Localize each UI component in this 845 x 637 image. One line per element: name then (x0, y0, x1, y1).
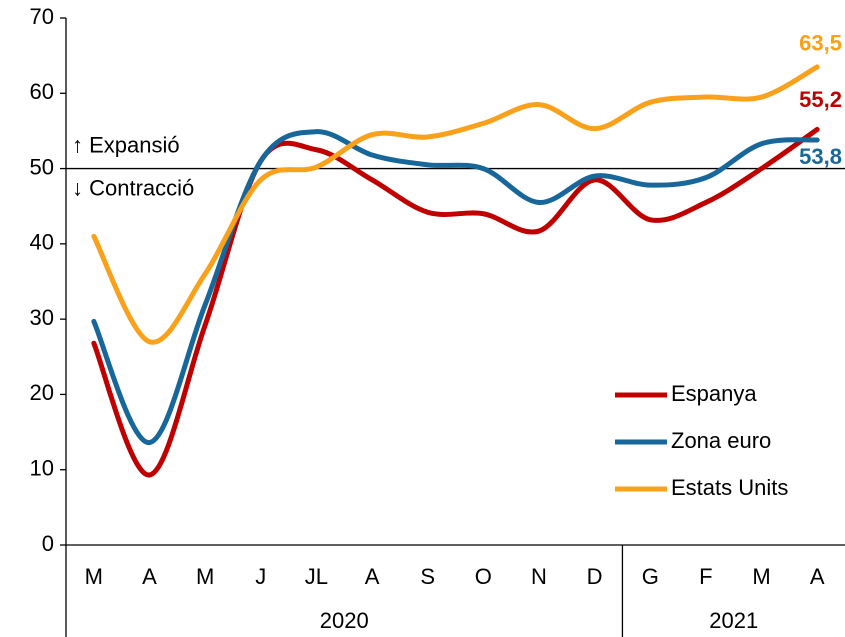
line (91, 126, 820, 478)
x-tick-label: F (699, 564, 712, 589)
group-label: 2021 (709, 608, 758, 633)
x-tick-label: N (531, 564, 547, 589)
x-tick-label: O (475, 564, 492, 589)
x-tick-label: JL (305, 564, 328, 589)
line (91, 129, 820, 446)
y-tick-label: 10 (30, 456, 54, 481)
x-tick-label: M (752, 564, 770, 589)
legend-label: Zona euro (671, 428, 771, 453)
x-tick-label: A (810, 564, 825, 589)
reference-label: ↑ Expansió (72, 132, 180, 157)
line (91, 64, 820, 345)
x-tick-label: J (255, 564, 266, 589)
data-label: 63,5 (799, 31, 842, 56)
x-tick-label: M (196, 564, 214, 589)
data-label: 55,2 (799, 87, 842, 112)
x-tick-label: D (587, 564, 603, 589)
y-tick-label: 0 (42, 531, 54, 556)
group-label: 2020 (320, 608, 369, 633)
x-tick-label: A (142, 564, 157, 589)
y-tick-label: 20 (30, 380, 54, 405)
y-tick-label: 70 (30, 4, 54, 29)
x-tick-label: A (365, 564, 380, 589)
y-tick-label: 30 (30, 305, 54, 330)
y-tick-label: 50 (30, 154, 54, 179)
reference-label: ↓ Contracció (72, 175, 194, 200)
x-tick-label: S (420, 564, 435, 589)
data-label: 53,8 (799, 144, 842, 169)
x-tick-label: G (642, 564, 659, 589)
x-tick-label: M (85, 564, 103, 589)
y-tick-label: 60 (30, 79, 54, 104)
legend-label: Espanya (671, 381, 757, 406)
legend-label: Estats Units (671, 475, 788, 500)
y-tick-label: 40 (30, 230, 54, 255)
